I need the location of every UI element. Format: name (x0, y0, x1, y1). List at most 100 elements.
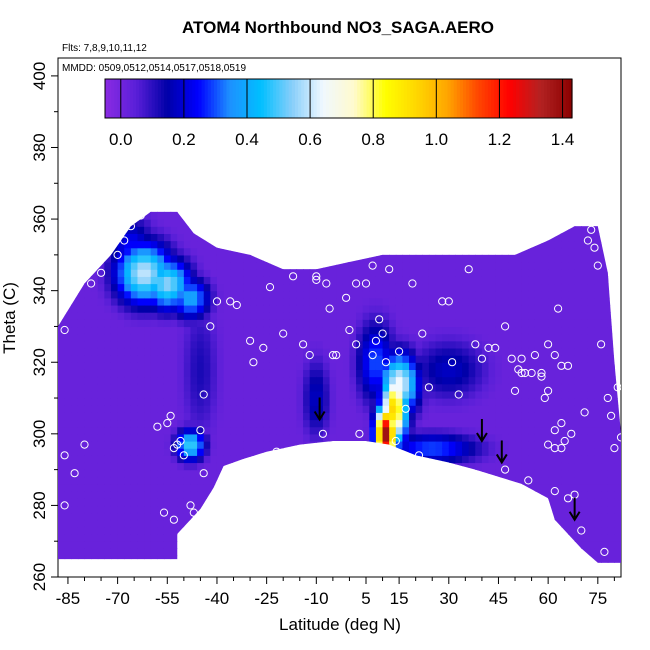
heat-cell (409, 476, 417, 485)
heat-cell (322, 462, 331, 471)
heat-cell (203, 512, 211, 521)
heat-cell (117, 283, 125, 292)
heat-cell (283, 211, 291, 220)
heat-cell (71, 476, 79, 485)
heat-cell (130, 369, 139, 378)
heat-cell (362, 297, 370, 306)
heat-cell (422, 312, 430, 320)
sample-point (60, 451, 69, 460)
heat-cell (322, 219, 331, 227)
heat-cell (435, 426, 443, 435)
heat-cell (389, 512, 397, 521)
heat-cell (382, 398, 390, 406)
heat-cell (170, 491, 178, 499)
heat-cell (515, 240, 523, 249)
heat-cell (163, 240, 172, 249)
heat-cell (554, 340, 562, 349)
heat-cell (309, 469, 317, 478)
heat-cell (415, 219, 423, 227)
sample-point (70, 469, 79, 478)
heat-cell (309, 211, 317, 213)
heat-cell (329, 390, 337, 399)
heat-cell (322, 433, 331, 442)
heat-cell (601, 211, 609, 220)
heat-cell (316, 541, 324, 549)
heat-cell (574, 440, 582, 449)
heat-cell (163, 347, 172, 356)
heat-cell (422, 426, 430, 435)
heat-cell (71, 440, 79, 449)
heat-cell (402, 276, 410, 285)
heat-cell (170, 340, 178, 349)
x-tick-label: -85 (56, 589, 81, 608)
heat-cell (316, 240, 324, 249)
heat-cell (316, 198, 323, 206)
heat-cell (277, 198, 284, 206)
heat-cell (568, 462, 576, 471)
heat-cell (607, 541, 615, 549)
heat-cell (389, 254, 397, 263)
heat-cell (409, 340, 417, 349)
heat-cell (84, 233, 92, 242)
heat-cell (389, 240, 397, 249)
heat-cell (110, 541, 119, 549)
heat-cell (395, 283, 404, 292)
heat-cell (356, 555, 364, 563)
heat-cell (501, 562, 509, 563)
heat-cell (535, 198, 542, 206)
heat-cell (481, 419, 490, 428)
heat-cell (349, 562, 357, 563)
heat-cell (97, 369, 105, 378)
heat-cell (77, 498, 86, 507)
heat-cell (442, 312, 450, 320)
heat-cell (170, 240, 178, 249)
sample-point (537, 372, 546, 381)
colorbar-cell (142, 79, 147, 118)
heat-cell (349, 512, 357, 521)
heat-cell (263, 555, 271, 563)
heat-cell (415, 548, 423, 557)
heat-cell (375, 512, 384, 521)
heat-cell (568, 276, 576, 285)
heat-cell (210, 333, 218, 342)
heat-cell (204, 198, 211, 206)
heat-cell (362, 433, 370, 442)
heat-cell (475, 319, 483, 328)
heat-cell (369, 476, 377, 485)
heat-cell (349, 412, 357, 421)
heat-cell (548, 326, 556, 335)
heat-cell (170, 247, 178, 256)
heat-cell (190, 362, 198, 370)
heat-cell (389, 562, 397, 563)
heat-cell (481, 491, 490, 499)
heat-cell (455, 383, 463, 392)
heat-cell (375, 219, 384, 227)
heat-cell (448, 390, 457, 399)
heat-cell (91, 412, 99, 421)
heat-cell (455, 526, 463, 535)
heat-cell (409, 262, 417, 270)
colorbar-tick-label: 1.2 (488, 130, 512, 149)
heat-cell (216, 240, 225, 249)
heat-cell (190, 419, 198, 428)
heat-cell (336, 347, 344, 356)
heat-cell (71, 233, 79, 242)
heat-cell (548, 211, 556, 213)
heat-cell (144, 398, 152, 406)
heat-cell (104, 433, 112, 442)
heat-cell (521, 283, 529, 292)
heat-cell (64, 211, 72, 220)
colorbar-cell (248, 79, 252, 118)
heat-cell (137, 419, 145, 428)
heat-cell (157, 276, 165, 285)
heat-cell (322, 333, 331, 342)
heat-cell (316, 512, 324, 521)
colorbar-cell (126, 79, 131, 118)
heat-cell (210, 383, 218, 392)
colorbar-cell (562, 79, 567, 118)
heat-cell (71, 426, 79, 435)
heat-cell (190, 326, 198, 335)
colorbar-cell (182, 79, 187, 118)
heat-cell (329, 369, 337, 378)
heat-cell (541, 269, 549, 277)
